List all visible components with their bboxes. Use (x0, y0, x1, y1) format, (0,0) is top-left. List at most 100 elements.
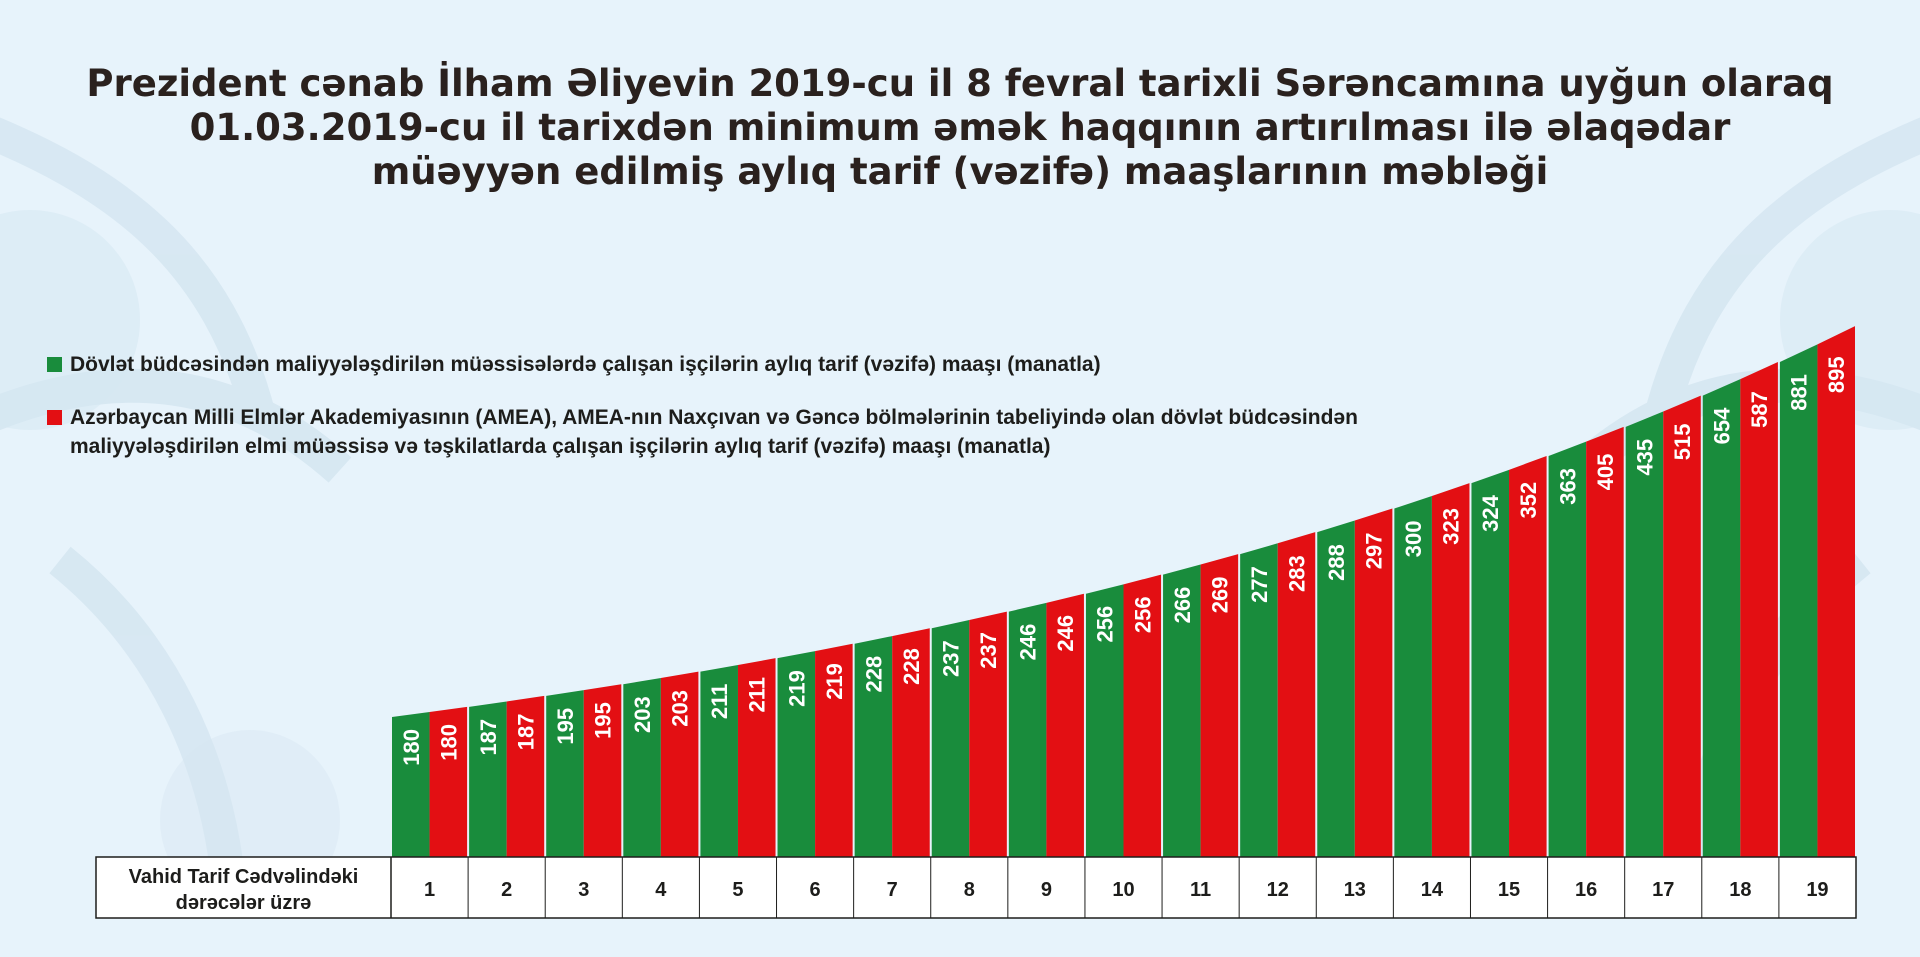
bar-value-label: 187 (476, 719, 501, 756)
bar-red (1740, 362, 1778, 857)
bar-red (1817, 326, 1855, 857)
bar-value-label: 323 (1439, 508, 1464, 545)
bar-value-label: 228 (899, 648, 924, 685)
bar-green (700, 665, 738, 857)
bar-value-label: 195 (591, 702, 616, 739)
bar-red (1046, 593, 1084, 857)
bar-red (1277, 532, 1316, 857)
bar-value-label: 300 (1401, 520, 1426, 557)
legend-label-red: Azərbaycan Milli Elmlər Akademiyasının (… (70, 406, 1358, 458)
bar-green (469, 701, 507, 857)
legend-swatch-red (47, 410, 62, 425)
bar-green (1471, 469, 1510, 857)
bar-value-label: 881 (1787, 374, 1812, 411)
chart-title: Prezident cənab İlham Əliyevin 2019-cu i… (0, 62, 1920, 194)
bar-value-label: 187 (513, 713, 538, 750)
bar-value-label: 405 (1593, 454, 1618, 491)
bar-value-label: 219 (822, 663, 847, 700)
category-tick-label: 16 (1575, 879, 1597, 901)
bar-red (1431, 483, 1470, 857)
bar-value-label: 256 (1130, 596, 1155, 633)
bar-value-label: 297 (1362, 533, 1387, 570)
category-tick-label: 15 (1498, 879, 1520, 901)
bar-green (1317, 520, 1355, 857)
bar-value-label: 180 (436, 724, 461, 761)
row-label-line: Vahid Tarif Cədvəlindəki (129, 866, 359, 888)
bar-value-label: 288 (1324, 544, 1349, 581)
bar-value-label: 324 (1478, 494, 1503, 531)
bar-red (1663, 395, 1701, 857)
category-tick-label: 14 (1421, 879, 1444, 901)
bar-red (1586, 426, 1624, 857)
legend-swatch-green (47, 357, 62, 372)
category-tick-label: 4 (655, 879, 667, 901)
bar-value-label: 269 (1207, 577, 1232, 614)
bar-red (969, 611, 1007, 857)
bar-red (815, 643, 853, 857)
category-tick-label: 6 (810, 879, 821, 901)
bar-value-label: 237 (939, 640, 964, 677)
bar-value-label: 654 (1710, 407, 1735, 444)
category-tick-label: 10 (1112, 879, 1134, 901)
bar-red (892, 628, 930, 857)
category-tick-label: 1 (424, 879, 435, 901)
category-tick-label: 17 (1652, 879, 1674, 901)
category-tick-label: 7 (887, 879, 898, 901)
category-tick-label: 19 (1806, 879, 1828, 901)
bar-green (1548, 441, 1587, 857)
legend-label-green: Dövlət büdcəsindən maliyyələşdirilən müə… (70, 353, 1101, 376)
category-table: Vahid Tarif Cədvəlindəki dərəcələr üzrə 1 2… (95, 856, 1857, 919)
bar-red (429, 706, 468, 857)
bar-red (583, 684, 622, 857)
bar-green (1625, 411, 1664, 857)
legend-item-red: Azərbaycan Milli Elmlər Akademiyasının (… (47, 403, 1407, 461)
bar-green (1085, 584, 1124, 857)
category-tick-label: 11 (1190, 879, 1211, 901)
bar-green (1779, 344, 1818, 857)
bar-value-label: 352 (1516, 482, 1541, 519)
category-tick-label: 12 (1267, 879, 1289, 901)
bar-value-label: 246 (1016, 624, 1041, 661)
bar-green (854, 636, 893, 857)
bar-red (660, 671, 699, 857)
bar-value-label: 228 (861, 656, 886, 693)
bar-green (777, 651, 816, 857)
bar-value-label: 515 (1670, 423, 1695, 460)
title-line-1: Prezident cənab İlham Əliyevin 2019-cu i… (86, 62, 1834, 105)
row-label-line: dərəcələr üzrə (176, 892, 312, 914)
bar-value-label: 283 (1284, 555, 1309, 592)
bar-green (1240, 543, 1278, 857)
bar-value-label: 211 (745, 677, 770, 713)
bar-red (506, 695, 545, 857)
bar-green (1702, 379, 1741, 857)
bar-value-label: 180 (399, 729, 424, 766)
bar-value-label: 246 (1053, 615, 1078, 652)
bar-value-label: 256 (1093, 606, 1118, 643)
bar-value-label: 211 (707, 684, 732, 720)
bar-value-label: 363 (1555, 468, 1580, 505)
bar-red (737, 658, 776, 857)
bar-value-label: 266 (1170, 587, 1195, 624)
title-line-3: müəyyən edilmiş aylıq tarif (vəzifə) maa… (371, 150, 1549, 193)
bar-red (1509, 455, 1547, 857)
bar-red (1123, 574, 1162, 857)
category-tick-label: 3 (578, 879, 589, 901)
category-tick-label: 13 (1344, 879, 1366, 901)
bar-green (1394, 496, 1432, 857)
bar-value-label: 277 (1247, 566, 1272, 603)
bar-green (1008, 602, 1047, 857)
category-tick-label: 18 (1729, 879, 1751, 901)
bar-value-label: 435 (1632, 439, 1657, 476)
bar-value-label: 219 (784, 670, 809, 707)
legend-item-green: Dövlət büdcəsindən maliyyələşdirilən müə… (47, 350, 1307, 379)
bar-value-label: 203 (630, 696, 655, 733)
bar-value-label: 587 (1747, 391, 1772, 428)
bar-green (546, 690, 584, 857)
bar-red (1200, 554, 1239, 857)
bar-red (1354, 508, 1393, 857)
category-tick-label: 8 (964, 879, 975, 901)
bar-green (392, 712, 430, 857)
bar-green (623, 678, 661, 857)
bar-value-label: 895 (1824, 356, 1849, 393)
category-tick-label: 5 (732, 879, 743, 901)
